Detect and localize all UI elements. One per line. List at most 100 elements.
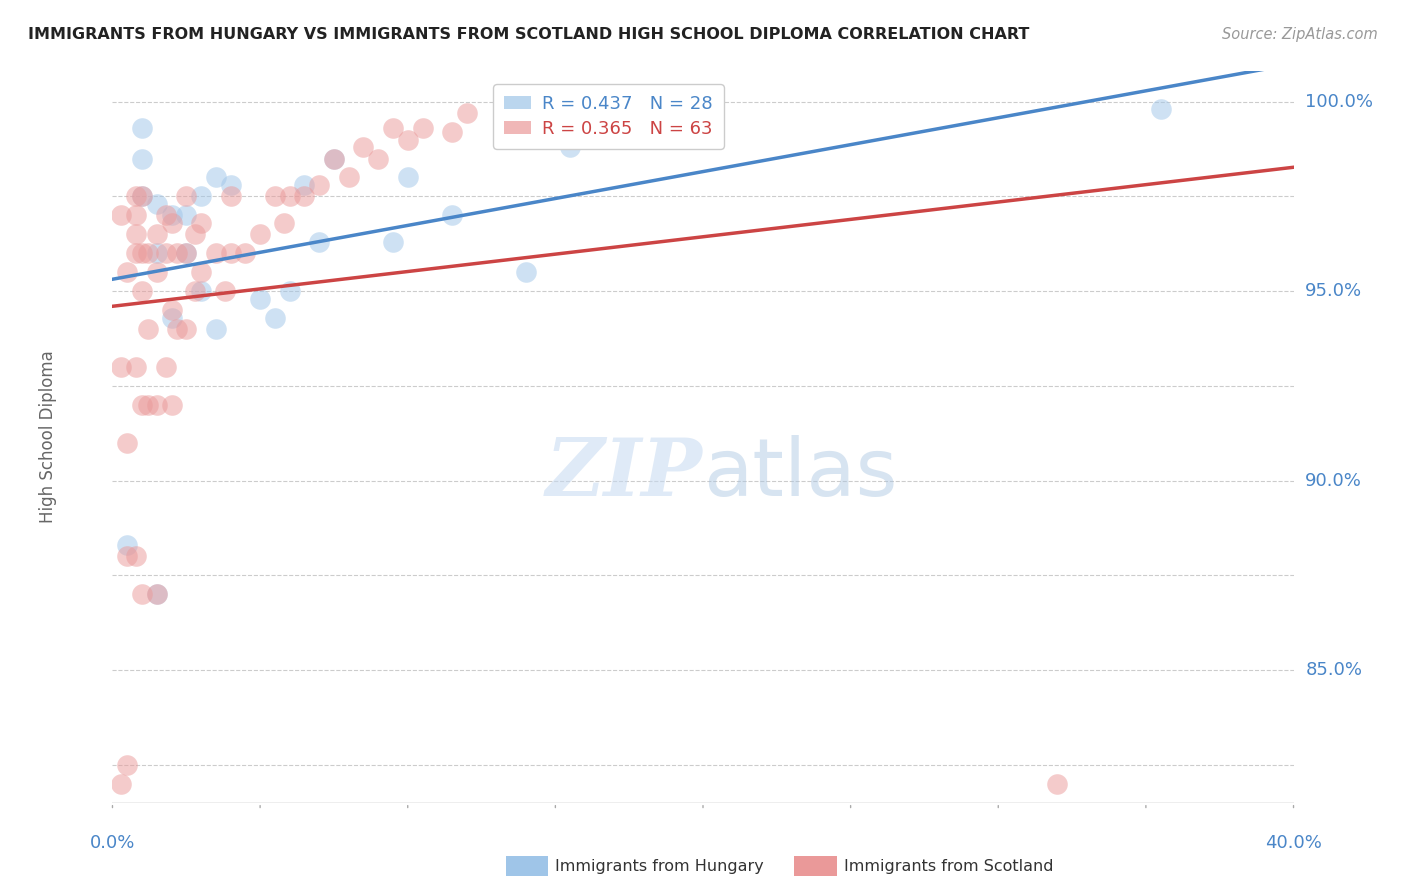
Point xyxy=(382,235,405,249)
Point xyxy=(352,140,374,154)
Text: Immigrants from Hungary: Immigrants from Hungary xyxy=(555,859,763,873)
Point xyxy=(382,121,405,136)
Point xyxy=(456,106,478,120)
Point xyxy=(337,170,360,185)
Point xyxy=(278,284,301,298)
Text: 40.0%: 40.0% xyxy=(1265,834,1322,852)
Point xyxy=(264,189,287,203)
Point xyxy=(292,189,315,203)
Point xyxy=(125,549,148,564)
Point xyxy=(125,208,148,222)
Point xyxy=(146,398,169,412)
Point xyxy=(1150,102,1173,116)
Point xyxy=(441,208,464,222)
Text: Source: ZipAtlas.com: Source: ZipAtlas.com xyxy=(1222,27,1378,42)
Point xyxy=(278,189,301,203)
Point xyxy=(205,322,228,336)
Point xyxy=(125,227,148,242)
Point xyxy=(396,170,419,185)
Point xyxy=(367,152,389,166)
Point xyxy=(190,284,212,298)
Point xyxy=(174,189,197,203)
Point xyxy=(131,189,153,203)
Point xyxy=(174,246,197,260)
Text: High School Diploma: High School Diploma xyxy=(38,351,56,524)
Point xyxy=(125,359,148,374)
Point xyxy=(146,197,169,211)
Point xyxy=(396,132,419,146)
Point xyxy=(155,208,177,222)
Point xyxy=(219,246,242,260)
Text: 100.0%: 100.0% xyxy=(1305,93,1374,111)
Point xyxy=(273,216,295,230)
Point xyxy=(131,121,153,136)
Point xyxy=(323,152,346,166)
Point xyxy=(190,189,212,203)
Text: Immigrants from Scotland: Immigrants from Scotland xyxy=(844,859,1053,873)
Point xyxy=(110,208,132,222)
Point xyxy=(190,265,212,279)
Text: ZIP: ZIP xyxy=(546,435,703,512)
Point xyxy=(110,359,132,374)
Point xyxy=(136,398,159,412)
Point xyxy=(558,140,582,154)
Point xyxy=(515,265,537,279)
Point xyxy=(160,303,183,318)
Point xyxy=(166,246,188,260)
Point xyxy=(125,189,148,203)
Point xyxy=(155,359,177,374)
Point xyxy=(117,435,138,450)
Text: 0.0%: 0.0% xyxy=(90,834,135,852)
Text: 95.0%: 95.0% xyxy=(1305,282,1362,301)
Point xyxy=(233,246,256,260)
Point xyxy=(110,777,132,791)
Point xyxy=(214,284,236,298)
Point xyxy=(146,246,169,260)
Point xyxy=(174,246,197,260)
Point xyxy=(190,216,212,230)
Point xyxy=(184,284,207,298)
Point xyxy=(131,587,153,601)
Point xyxy=(249,227,271,242)
Point xyxy=(136,322,159,336)
Point xyxy=(160,310,183,325)
Point xyxy=(117,549,138,564)
Point xyxy=(155,246,177,260)
Point xyxy=(411,121,433,136)
Point xyxy=(308,178,330,192)
Point xyxy=(131,398,153,412)
Point xyxy=(146,587,169,601)
Point xyxy=(160,208,183,222)
Point xyxy=(131,284,153,298)
Point xyxy=(136,246,159,260)
Point xyxy=(249,292,271,306)
Point xyxy=(125,246,148,260)
Point xyxy=(219,178,242,192)
Point xyxy=(174,208,197,222)
Point xyxy=(441,125,464,139)
Point xyxy=(160,398,183,412)
Point xyxy=(117,758,138,772)
Point xyxy=(160,216,183,230)
Point xyxy=(1046,777,1069,791)
Text: IMMIGRANTS FROM HUNGARY VS IMMIGRANTS FROM SCOTLAND HIGH SCHOOL DIPLOMA CORRELAT: IMMIGRANTS FROM HUNGARY VS IMMIGRANTS FR… xyxy=(28,27,1029,42)
Point xyxy=(574,102,596,116)
Point xyxy=(174,322,197,336)
Text: 90.0%: 90.0% xyxy=(1305,472,1362,490)
Point xyxy=(146,265,169,279)
Point xyxy=(308,235,330,249)
Point xyxy=(205,170,228,185)
Point xyxy=(131,246,153,260)
Point xyxy=(501,113,523,128)
Text: 85.0%: 85.0% xyxy=(1305,661,1362,679)
Point xyxy=(166,322,188,336)
Point xyxy=(117,538,138,552)
Point xyxy=(131,152,153,166)
Point xyxy=(292,178,315,192)
Point xyxy=(131,189,153,203)
Point xyxy=(146,227,169,242)
Point xyxy=(205,246,228,260)
Point xyxy=(184,227,207,242)
Point xyxy=(219,189,242,203)
Point xyxy=(264,310,287,325)
